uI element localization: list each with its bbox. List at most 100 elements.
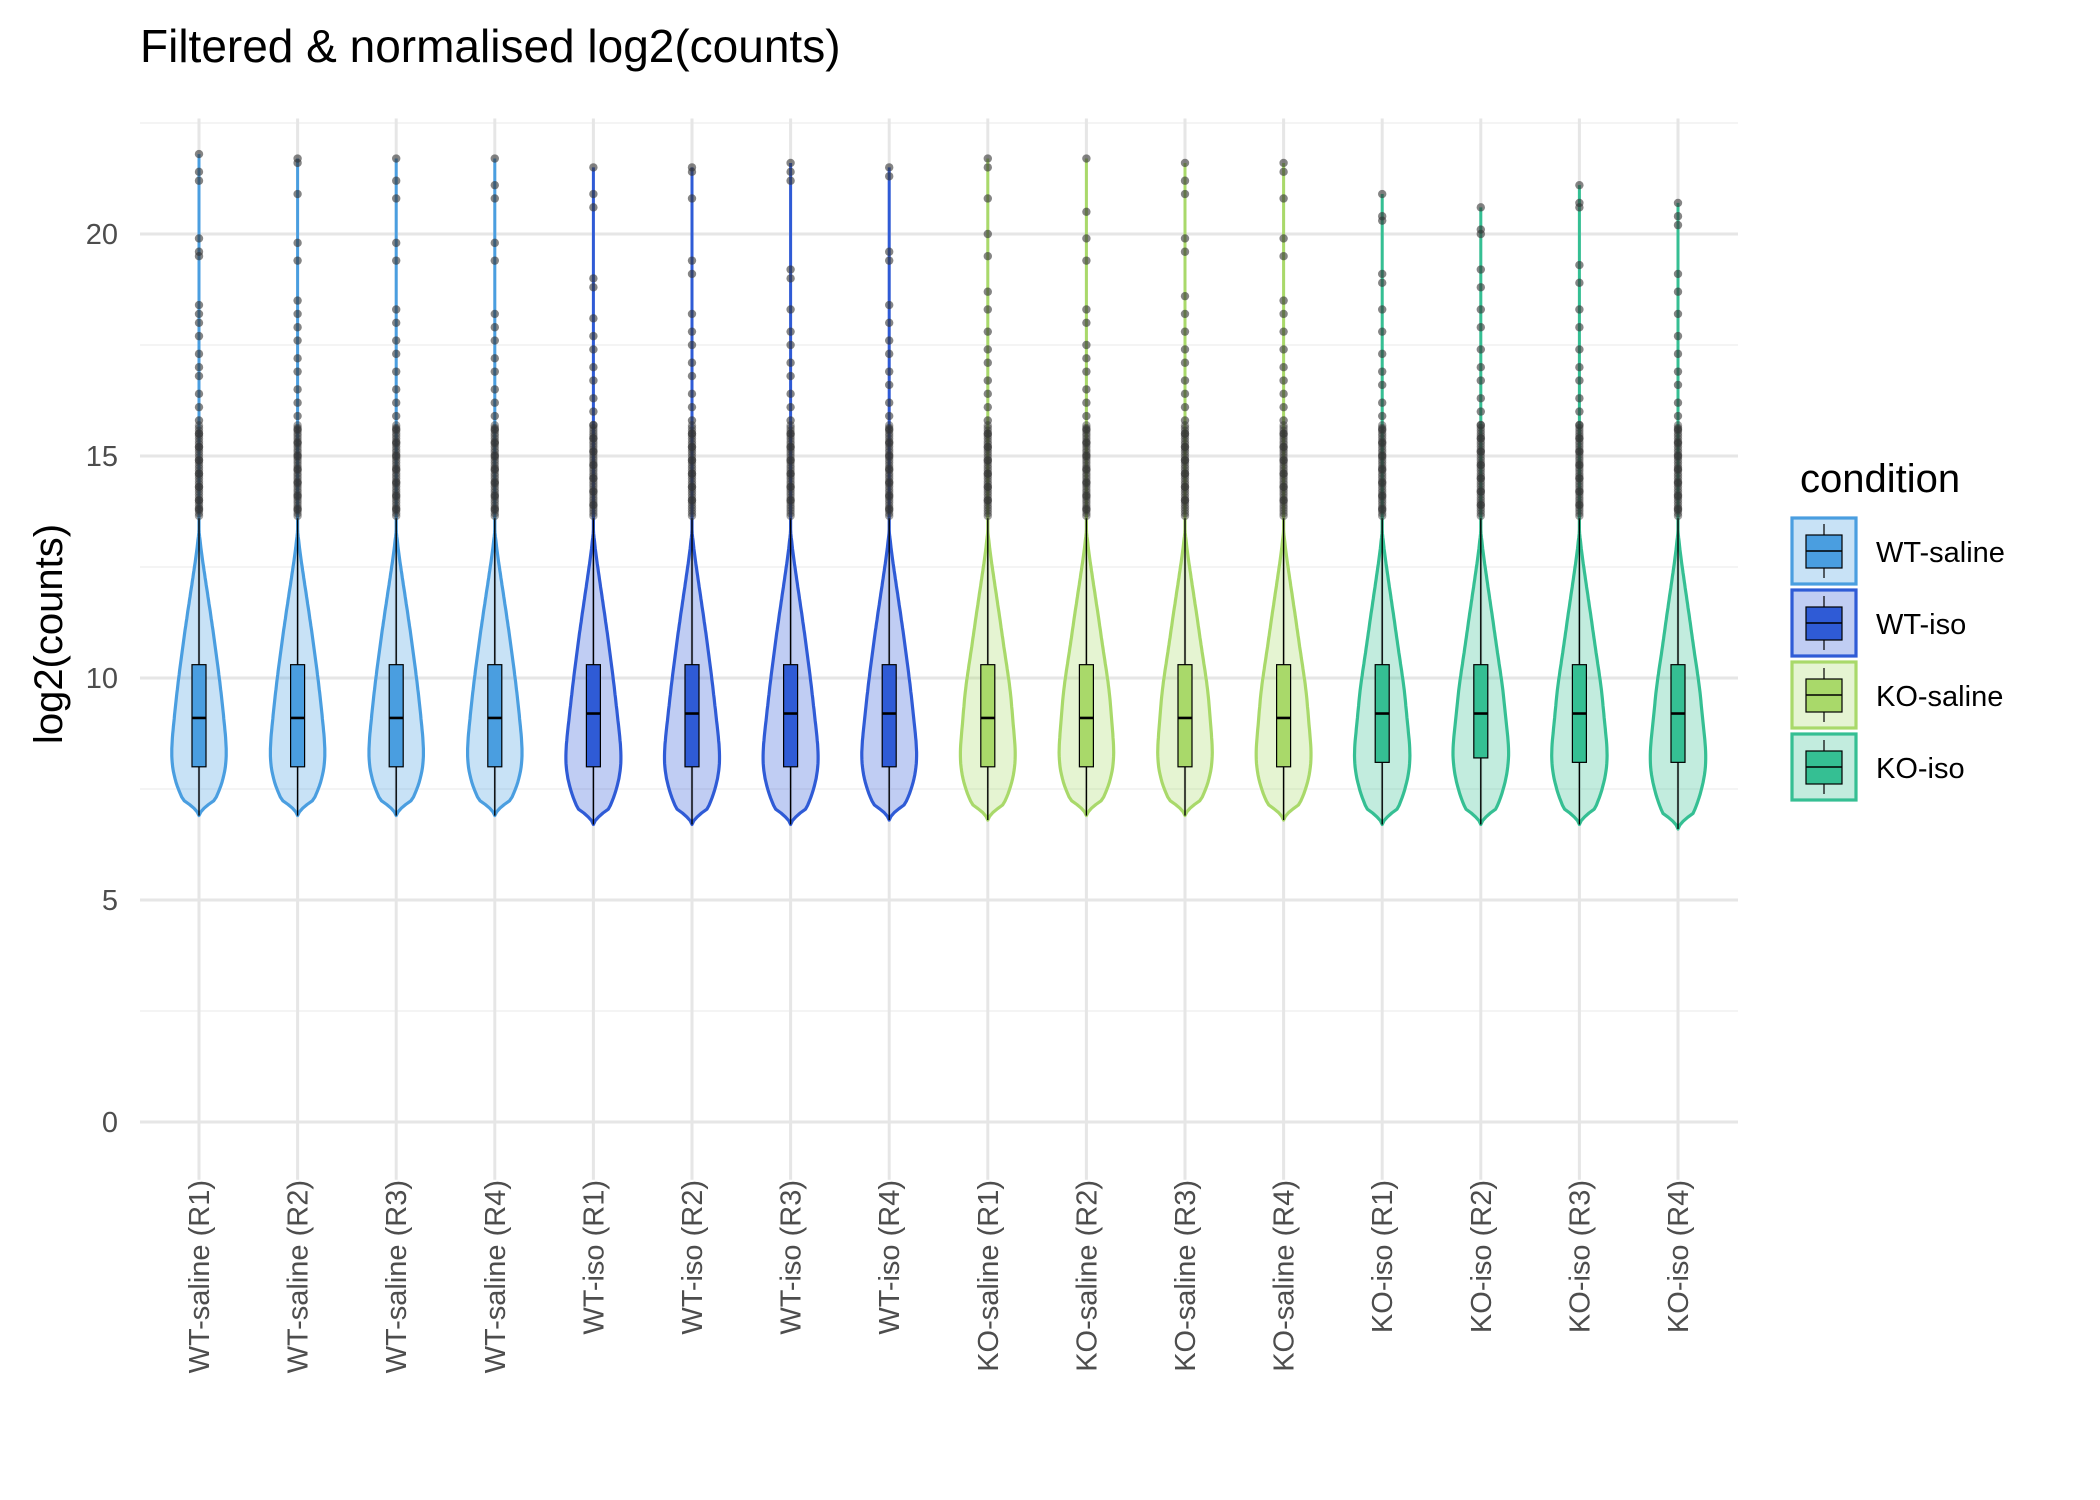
outlier-point (1180, 247, 1190, 256)
outlier-point (392, 434, 401, 443)
outlier-point (687, 445, 697, 454)
violin-7 (761, 158, 820, 827)
outlier-point (786, 447, 795, 457)
outlier-point (589, 501, 598, 510)
outlier-point (786, 429, 795, 438)
outlier-point (1378, 491, 1387, 501)
outlier-point (983, 503, 992, 513)
outlier-point (490, 465, 499, 474)
outlier-point (1082, 426, 1091, 435)
outlier-point (1378, 503, 1387, 513)
violin-6 (662, 163, 722, 827)
outlier-point (589, 439, 598, 449)
x-tick-label: KO-iso (R3) (1564, 1180, 1596, 1333)
outlier-point (194, 450, 204, 459)
outlier-point (1378, 463, 1387, 473)
outlier-point (589, 345, 598, 354)
outlier-point (589, 420, 598, 430)
outlier-point (490, 429, 499, 438)
outlier-point (1180, 458, 1190, 467)
outlier-point (490, 431, 499, 441)
violin-3 (367, 154, 425, 818)
outlier-point (589, 463, 598, 473)
outlier-point (885, 461, 894, 470)
outlier-point (194, 477, 204, 486)
outlier-point (1082, 509, 1091, 518)
outlier-point (983, 442, 992, 452)
outlier-point (885, 247, 894, 256)
outlier-point (1082, 466, 1091, 475)
outlier-point (1575, 260, 1584, 270)
outlier-point (293, 461, 302, 470)
outlier-point (293, 482, 302, 491)
outlier-point (885, 421, 894, 430)
outlier-point (490, 439, 499, 449)
outlier-point (1673, 461, 1683, 470)
outlier-point (589, 461, 598, 470)
legend-title: condition (1800, 457, 1960, 501)
y-tick-label: 20 (86, 219, 118, 251)
outlier-point (1378, 269, 1387, 279)
outlier-point (1575, 423, 1584, 433)
outlier-point (786, 463, 795, 473)
outlier-point (1378, 367, 1387, 376)
outlier-point (1378, 495, 1387, 505)
violin-12 (1254, 158, 1313, 822)
outlier-point (1279, 493, 1288, 502)
outlier-point (1279, 453, 1288, 462)
outlier-point (194, 469, 204, 478)
outlier-point (885, 479, 894, 489)
box (782, 664, 799, 768)
outlier-point (1575, 474, 1584, 483)
outlier-point (490, 238, 499, 248)
outlier-point (786, 442, 795, 452)
outlier-point (885, 465, 894, 474)
outlier-point (1082, 498, 1091, 507)
outlier-point (983, 431, 992, 441)
outlier-point (194, 487, 204, 497)
outlier-point (194, 442, 204, 451)
outlier-point (589, 426, 598, 435)
outlier-point (490, 423, 499, 433)
outlier-point (589, 466, 598, 475)
outlier-point (885, 437, 894, 446)
outlier-point (589, 469, 598, 478)
x-tick-label: WT-saline (R4) (480, 1180, 512, 1373)
outlier-point (786, 305, 795, 314)
outlier-point (392, 349, 401, 359)
outlier-point (983, 447, 992, 457)
outlier-point (1279, 429, 1288, 438)
outlier-point (392, 482, 401, 491)
outlier-point (885, 511, 894, 521)
outlier-point (1180, 490, 1190, 499)
outlier-point (1082, 423, 1091, 433)
outlier-point (293, 439, 302, 449)
outlier-point (687, 429, 697, 438)
outlier-point (786, 493, 795, 502)
outlier-point (490, 437, 499, 446)
box (388, 664, 404, 768)
outlier-point (786, 455, 795, 465)
outlier-point (490, 411, 499, 421)
outlier-point (392, 176, 401, 185)
outlier-point (1082, 463, 1091, 473)
outlier-point (293, 431, 302, 441)
outlier-point (1082, 482, 1091, 491)
outlier-point (1476, 506, 1486, 515)
outlier-point (786, 371, 795, 381)
outlier-point (687, 429, 697, 438)
outlier-point (1575, 363, 1584, 372)
outlier-point (786, 495, 795, 505)
legend-item: WT-iso (1790, 588, 1966, 658)
outlier-point (687, 434, 697, 443)
outlier-point (687, 495, 697, 505)
outlier-point (1378, 278, 1387, 288)
outlier-point (885, 474, 894, 483)
outlier-point (490, 461, 499, 470)
outlier-point (1279, 345, 1288, 354)
outlier-point (1575, 509, 1584, 518)
outlier-point (392, 256, 401, 265)
outlier-point (293, 509, 302, 518)
outlier-point (1082, 447, 1091, 457)
outlier-point (687, 402, 697, 412)
